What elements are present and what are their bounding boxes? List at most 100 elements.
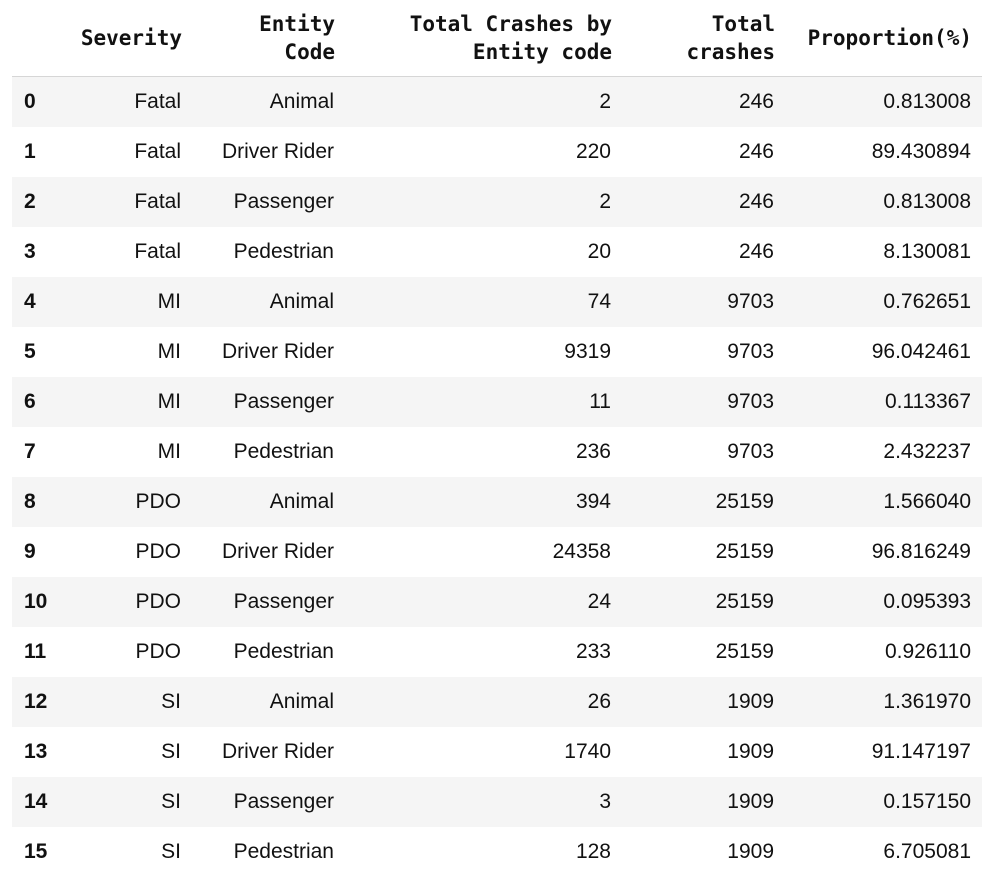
row-index: 6 [24,390,36,413]
entity-code-cell: Pedestrian [233,440,334,463]
severity-header: Severity [70,0,192,77]
entity-code-cell: Animal [269,690,334,713]
entity-code-cell: Passenger [233,590,334,613]
table-row: 7 MI Pedestrian 236 9703 2.432237 [12,427,982,477]
total-crashes-cell: 25159 [715,540,774,563]
total-crashes-cell: 1909 [727,790,774,813]
row-index: 3 [24,240,36,263]
total-crashes-cell: 9703 [727,440,774,463]
entity-code-cell: Pedestrian [233,640,334,663]
entity-code-cell: Passenger [233,190,334,213]
row-index: 4 [24,290,36,313]
proportion-cell: 0.762651 [883,290,971,313]
total-crashes-cell: 1909 [727,840,774,863]
severity-cell: PDO [135,540,181,563]
proportion-cell: 0.157150 [883,790,971,813]
total-crashes-cell: 9703 [727,390,774,413]
crashes-by-entity-cell: 2 [599,190,611,213]
table-body: 0 Fatal Animal 2 246 0.813008 1 Fatal Driver Rid… [12,76,982,877]
entity-code-cell: Pedestrian [233,840,334,863]
total-crashes-cell: 246 [738,140,774,163]
table-row: 12 SI Animal 26 1909 1.361970 [12,677,982,727]
severity-cell: PDO [135,590,181,613]
proportion-cell: 0.813008 [883,190,971,213]
severity-cell: SI [161,790,181,813]
proportion-cell: 6.705081 [883,840,971,863]
total-crashes-cell: 25159 [715,640,774,663]
dataframe-table: Severity Entity Code Total Crashes by En… [12,0,982,877]
crashes-by-entity-cell: 11 [589,390,611,413]
severity-cell: SI [161,690,181,713]
table-row: 4 MI Animal 74 9703 0.762651 [12,277,982,327]
table-row: 1 Fatal Driver Rider 220 246 89.430894 [12,127,982,177]
crashes-by-entity-cell: 24358 [552,540,611,563]
row-index: 7 [24,440,36,463]
proportion-cell: 91.147197 [871,740,971,763]
row-index: 12 [24,690,48,713]
severity-cell: PDO [135,640,181,663]
index-header [12,0,70,77]
total-crashes-cell: 246 [738,240,774,263]
total-crashes-cell: 246 [738,90,774,113]
row-index: 9 [24,540,36,563]
total-crashes-by-entity-header: Total Crashes by Entity code [345,0,622,77]
proportion-cell: 96.042461 [871,340,971,363]
crashes-by-entity-cell: 236 [575,440,611,463]
proportion-cell: 2.432237 [883,440,971,463]
severity-cell: MI [157,390,181,413]
row-index: 15 [24,840,48,863]
crashes-by-entity-cell: 3 [599,790,611,813]
table-row: 8 PDO Animal 394 25159 1.566040 [12,477,982,527]
crashes-by-entity-cell: 220 [575,140,611,163]
severity-cell: MI [157,340,181,363]
crashes-by-entity-cell: 394 [575,490,611,513]
entity-code-cell: Animal [269,290,334,313]
table-row: 6 MI Passenger 11 9703 0.113367 [12,377,982,427]
crashes-by-entity-cell: 26 [587,690,611,713]
severity-cell: Fatal [134,140,181,163]
table-header: Severity Entity Code Total Crashes by En… [12,0,982,77]
row-index: 1 [24,140,36,163]
entity-code-cell: Pedestrian [233,240,334,263]
entity-code-cell: Passenger [233,790,334,813]
entity-code-cell: Driver Rider [221,540,334,563]
row-index: 8 [24,490,36,513]
row-index: 5 [24,340,36,363]
severity-cell: Fatal [134,240,181,263]
row-index: 0 [24,90,36,113]
row-index: 13 [24,740,48,763]
total-crashes-cell: 25159 [715,590,774,613]
severity-cell: MI [157,290,181,313]
crashes-by-entity-cell: 24 [587,590,611,613]
row-index: 11 [24,640,47,663]
table-row: 14 SI Passenger 3 1909 0.157150 [12,777,982,827]
severity-cell: MI [157,440,181,463]
proportion-cell: 0.095393 [883,590,971,613]
table-row: 10 PDO Passenger 24 25159 0.095393 [12,577,982,627]
table-row: 2 Fatal Passenger 2 246 0.813008 [12,177,982,227]
proportion-cell: 1.566040 [883,490,971,513]
table-row: 13 SI Driver Rider 1740 1909 91.147197 [12,727,982,777]
proportion-cell: 8.130081 [883,240,971,263]
proportion-cell: 0.813008 [883,90,971,113]
row-index: 2 [24,190,36,213]
entity-code-cell: Animal [269,490,334,513]
total-crashes-cell: 1909 [727,740,774,763]
table-row: 3 Fatal Pedestrian 20 246 8.130081 [12,227,982,277]
proportion-cell: 0.113367 [884,390,971,413]
entity-code-cell: Passenger [233,390,334,413]
table-row: 5 MI Driver Rider 9319 9703 96.042461 [12,327,982,377]
table-row: 9 PDO Driver Rider 24358 25159 96.816249 [12,527,982,577]
table-row: 15 SI Pedestrian 128 1909 6.705081 [12,827,982,877]
table-row: 11 PDO Pedestrian 233 25159 0.926110 [12,627,982,677]
severity-cell: Fatal [134,90,181,113]
crashes-by-entity-cell: 128 [575,840,611,863]
entity-code-cell: Driver Rider [221,340,334,363]
proportion-cell: 1.361970 [883,690,971,713]
crashes-by-entity-cell: 2 [599,90,611,113]
severity-cell: Fatal [134,190,181,213]
proportion-cell: 89.430894 [871,140,971,163]
total-crashes-cell: 1909 [727,690,774,713]
proportion-cell: 0.926110 [884,640,971,663]
total-crashes-header: Total crashes [622,0,785,77]
